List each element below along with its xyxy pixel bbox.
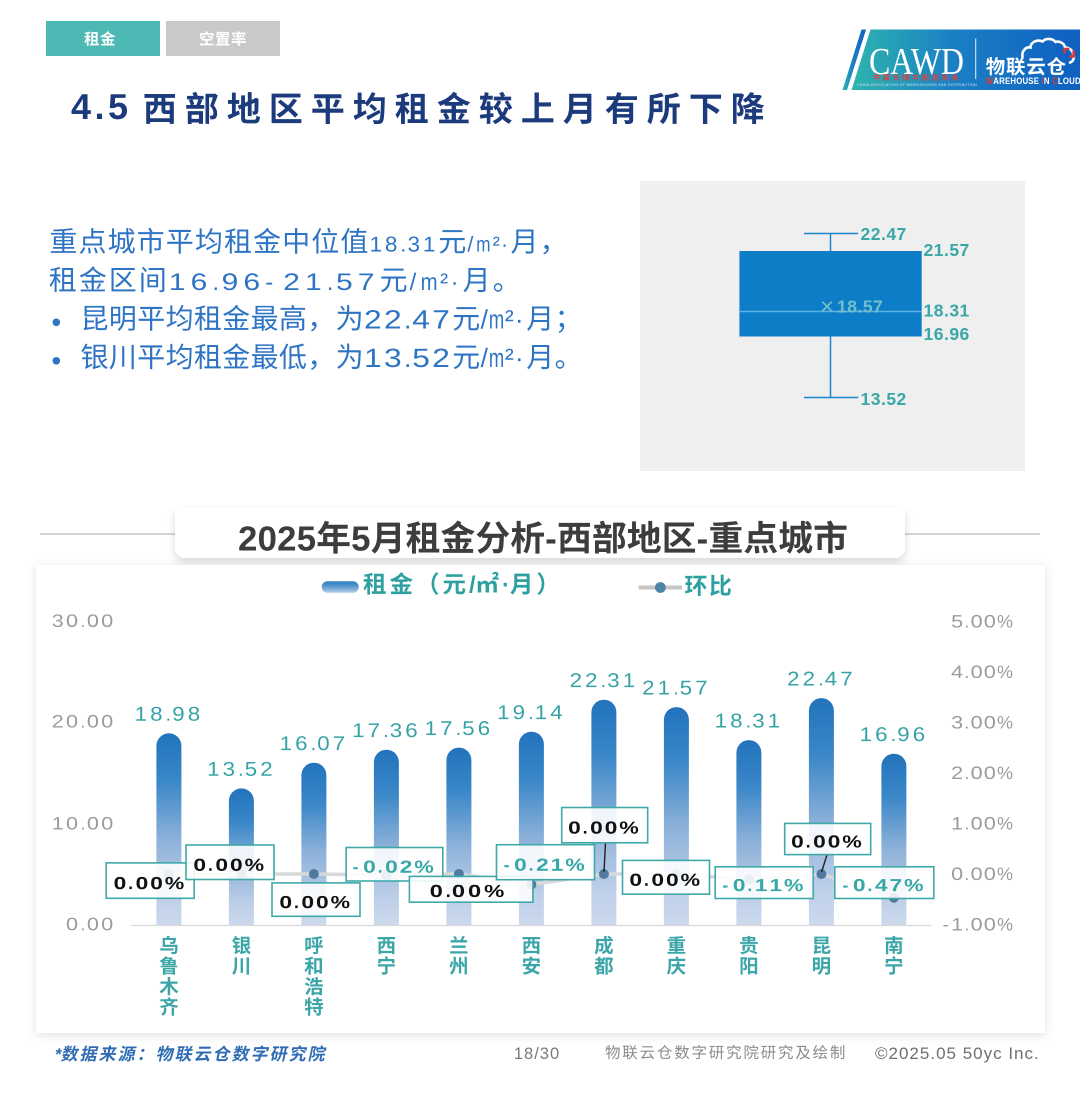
svg-text:13.52: 13.52 <box>861 389 907 409</box>
svg-text:I: I <box>1042 75 1044 86</box>
svg-text:16.96: 16.96 <box>924 324 970 344</box>
svg-text:18.31: 18.31 <box>924 301 970 321</box>
svg-text:18/30: 18/30 <box>514 1045 560 1063</box>
svg-text:AREHOUSE: AREHOUSE <box>993 75 1039 86</box>
svg-text:W: W <box>986 75 994 86</box>
svg-text:LOUD: LOUD <box>1058 75 1080 86</box>
svg-text:21.57: 21.57 <box>924 240 970 260</box>
svg-text:©2025.05 50yc Inc.: ©2025.05 50yc Inc. <box>875 1044 1040 1063</box>
svg-text:18.57: 18.57 <box>837 297 883 317</box>
svg-text:N: N <box>1044 75 1050 86</box>
svg-text:×: × <box>820 294 834 321</box>
svg-text:C: C <box>1052 75 1058 86</box>
svg-text:22.47: 22.47 <box>861 224 907 244</box>
svg-text:CHINA ASSOCIATION OF WAREHOUSI: CHINA ASSOCIATION OF WAREHOUSING AND DIS… <box>857 83 977 87</box>
